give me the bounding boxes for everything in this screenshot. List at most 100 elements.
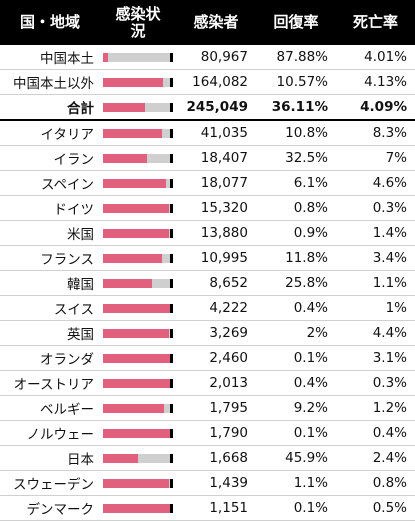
- status-bar: [103, 203, 173, 213]
- status-bar: [103, 453, 173, 463]
- recovery-rate: 36.11%: [256, 94, 336, 121]
- cases-value: 164,082: [176, 69, 256, 95]
- active-fill: [103, 52, 108, 62]
- table-row: 中国本土 80,967 87.88% 4.01%: [0, 45, 415, 70]
- status-bar: [103, 403, 173, 413]
- country-name: スイス: [0, 295, 100, 321]
- status-bar-cell: [100, 195, 176, 221]
- table-row: ノルウェー 1,790 0.1% 0.4%: [0, 420, 415, 446]
- table-row: ドイツ 15,320 0.8% 0.3%: [0, 195, 415, 221]
- total-row: 合計 245,049 36.11% 4.09%: [0, 94, 415, 121]
- header-recovery[interactable]: 回復率: [273, 13, 319, 31]
- country-name: 中国本土: [0, 45, 100, 70]
- cases-value: 18,077: [176, 170, 256, 196]
- status-bar: [103, 353, 173, 363]
- recovery-rate: 25.8%: [256, 270, 336, 296]
- country-name: オーストリア: [0, 370, 100, 396]
- status-bar: [103, 128, 173, 138]
- status-bar-cell: [100, 120, 176, 146]
- country-name: ドイツ: [0, 195, 100, 221]
- recovery-rate: 0.8%: [256, 195, 336, 221]
- header-cases[interactable]: 感染者: [193, 13, 239, 31]
- status-bar: [103, 102, 173, 112]
- death-rate: 0.5%: [336, 495, 415, 521]
- active-fill: [103, 203, 169, 213]
- recovery-rate: 32.5%: [256, 145, 336, 171]
- status-bar: [103, 478, 173, 488]
- recovery-rate: 1.1%: [256, 470, 336, 496]
- status-bar-cell: [100, 145, 176, 171]
- recovery-rate: 10.57%: [256, 69, 336, 95]
- status-bar-cell: [100, 94, 176, 121]
- death-rate: 0.3%: [336, 370, 415, 396]
- table-row: イタリア 41,035 10.8% 8.3%: [0, 120, 415, 146]
- death-fill: [170, 503, 173, 513]
- status-bar: [103, 153, 173, 163]
- status-bar-cell: [100, 295, 176, 321]
- death-fill: [170, 428, 173, 438]
- death-rate: 1.4%: [336, 220, 415, 246]
- header-country[interactable]: 国・地域: [19, 13, 80, 31]
- cases-value: 13,880: [176, 220, 256, 246]
- active-fill: [103, 378, 170, 388]
- cases-value: 3,269: [176, 320, 256, 346]
- status-bar-cell: [100, 345, 176, 371]
- table-row: 米国 13,880 0.9% 1.4%: [0, 220, 415, 246]
- status-bar-cell: [100, 470, 176, 496]
- status-bar-cell: [100, 270, 176, 296]
- death-rate: 3.4%: [336, 245, 415, 271]
- recovery-rate: 10.8%: [256, 120, 336, 146]
- header-death[interactable]: 死亡率: [352, 13, 398, 31]
- active-fill: [103, 453, 138, 463]
- cases-value: 1,790: [176, 420, 256, 446]
- active-fill: [103, 503, 170, 513]
- death-rate: 4.13%: [336, 69, 415, 95]
- country-name: スウェーデン: [0, 470, 100, 496]
- header-status-line2: 況: [130, 21, 146, 40]
- table-row: 英国 3,269 2% 4.4%: [0, 320, 415, 346]
- status-bar-cell: [100, 420, 176, 446]
- active-fill: [103, 278, 152, 288]
- death-fill: [170, 153, 173, 163]
- table-row: 日本 1,668 45.9% 2.4%: [0, 445, 415, 471]
- status-bar: [103, 278, 173, 288]
- table-row: フランス 10,995 11.8% 3.4%: [0, 245, 415, 271]
- death-rate: 4.4%: [336, 320, 415, 346]
- cases-value: 1,439: [176, 470, 256, 496]
- death-fill: [170, 478, 173, 488]
- death-fill: [170, 128, 173, 138]
- status-bar-cell: [100, 69, 176, 95]
- status-bar: [103, 77, 173, 87]
- cases-value: 1,795: [176, 395, 256, 421]
- table-row: 中国本土以外 164,082 10.57% 4.13%: [0, 69, 415, 95]
- status-bar-cell: [100, 495, 176, 521]
- active-fill: [103, 77, 163, 87]
- table-row: イラン 18,407 32.5% 7%: [0, 145, 415, 171]
- recovery-rate: 87.88%: [256, 45, 336, 70]
- death-rate: 4.6%: [336, 170, 415, 196]
- death-fill: [170, 77, 173, 87]
- recovery-rate: 9.2%: [256, 395, 336, 421]
- death-fill: [170, 253, 173, 263]
- status-bar-cell: [100, 445, 176, 471]
- death-fill: [170, 278, 173, 288]
- cases-value: 8,652: [176, 270, 256, 296]
- header-status[interactable]: 感染状況: [100, 0, 176, 45]
- table-body: 中国本土 80,967 87.88% 4.01% 中国本土以外 164,082 10.57%…: [0, 45, 415, 521]
- status-bar-cell: [100, 245, 176, 271]
- country-name: デンマーク: [0, 495, 100, 521]
- status-bar-cell: [100, 45, 176, 70]
- death-fill: [170, 378, 173, 388]
- active-fill: [103, 128, 162, 138]
- death-fill: [170, 453, 173, 463]
- status-bar-cell: [100, 370, 176, 396]
- status-bar: [103, 378, 173, 388]
- status-bar: [103, 303, 173, 313]
- death-rate: 1.2%: [336, 395, 415, 421]
- death-fill: [170, 403, 173, 413]
- status-bar: [103, 52, 173, 62]
- country-name: フランス: [0, 245, 100, 271]
- death-fill: [170, 178, 173, 188]
- cases-value: 1,151: [176, 495, 256, 521]
- cases-value: 2,460: [176, 345, 256, 371]
